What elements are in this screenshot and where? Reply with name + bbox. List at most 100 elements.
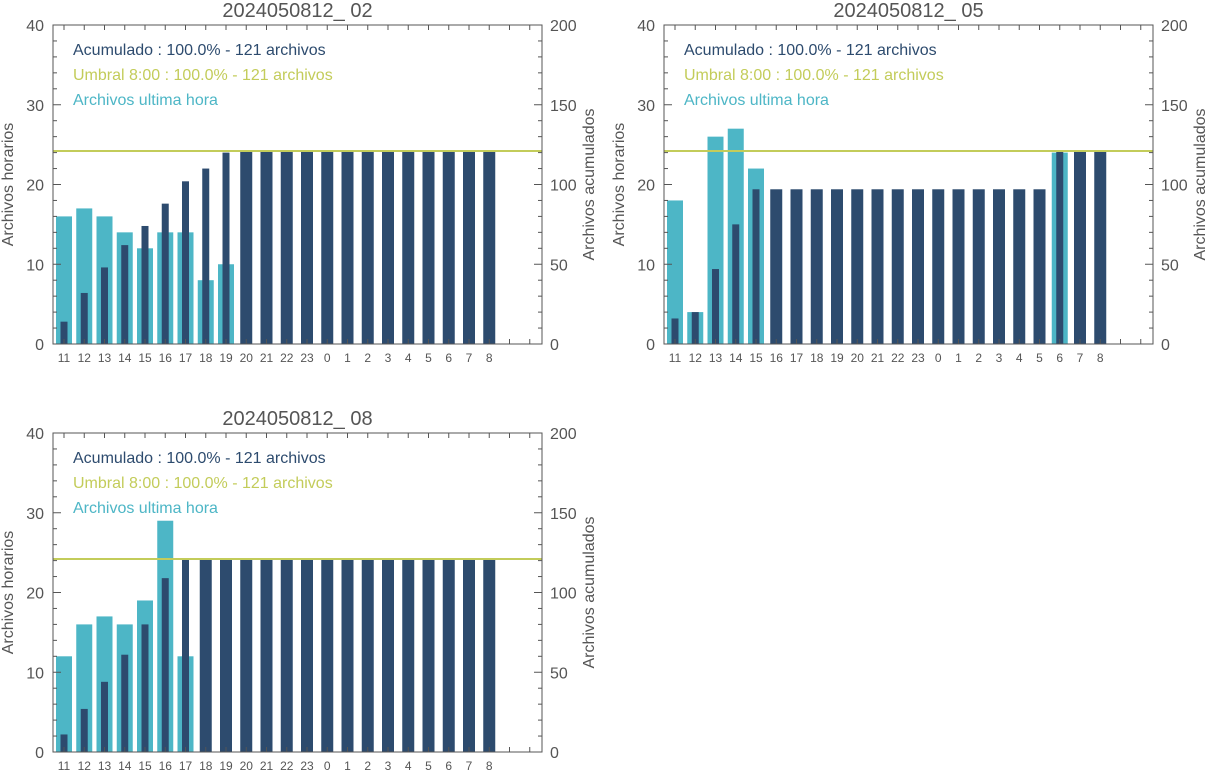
cumulative-bar — [60, 321, 68, 344]
x-tick-label: 13 — [98, 759, 112, 771]
cumulative-bar — [240, 151, 253, 344]
cumulative-bar — [161, 578, 169, 752]
right-y-tick-label: 0 — [550, 745, 559, 762]
cumulative-bar — [202, 168, 210, 344]
x-tick-label: 22 — [280, 351, 294, 365]
hourly-bar — [667, 200, 683, 344]
x-tick-label: 3 — [385, 759, 392, 771]
right-y-tick-label: 200 — [550, 426, 577, 443]
x-tick-label: 4 — [405, 351, 412, 365]
right-y-tick-label: 100 — [1161, 178, 1188, 195]
cumulative-bar — [240, 559, 253, 752]
x-tick-label: 22 — [280, 759, 294, 771]
cumulative-bar — [993, 189, 1005, 344]
x-tick-label: 18 — [199, 759, 213, 771]
left-y-axis-label: Archivos horarios — [0, 123, 17, 247]
right-y-tick-label: 0 — [550, 337, 559, 354]
cumulative-bar — [382, 151, 394, 344]
cumulative-bar — [341, 151, 354, 344]
x-tick-label: 7 — [1077, 351, 1084, 365]
cumulative-bar — [141, 624, 149, 752]
legend-acumulado: Acumulado : 100.0% - 121 archivos — [73, 42, 326, 59]
chart-title: 2024050812_ 02 — [222, 0, 372, 22]
hourly-bar — [707, 136, 724, 344]
x-tick-label: 0 — [324, 759, 331, 771]
x-tick-label: 14 — [118, 351, 132, 365]
cumulative-bar — [280, 151, 293, 344]
x-tick-label: 12 — [78, 351, 92, 365]
chart-title: 2024050812_ 08 — [222, 408, 372, 430]
cumulative-bar — [341, 559, 354, 752]
x-tick-label: 6 — [1056, 351, 1063, 365]
cumulative-bar — [422, 559, 435, 752]
legend-ultima-hora: Archivos ultima hora — [73, 500, 218, 517]
x-tick-label: 11 — [58, 759, 71, 771]
cumulative-bar — [121, 245, 129, 344]
cumulative-bar — [463, 559, 475, 752]
x-tick-label: 5 — [1036, 351, 1043, 365]
cumulative-bar — [483, 559, 496, 752]
left-y-tick-label: 0 — [35, 745, 44, 762]
cumulative-bar — [101, 681, 108, 752]
x-tick-label: 19 — [219, 759, 233, 771]
cumulative-bar — [442, 559, 455, 752]
legend-ultima-hora: Archivos ultima hora — [684, 92, 829, 109]
left-y-axis-label: Archivos horarios — [0, 531, 17, 655]
x-tick-label: 3 — [996, 351, 1003, 365]
cumulative-bar — [871, 189, 884, 344]
cumulative-bar — [182, 181, 189, 344]
left-y-tick-label: 10 — [26, 257, 44, 274]
x-tick-label: 13 — [98, 351, 112, 365]
cumulative-bar — [222, 152, 230, 344]
x-tick-label: 3 — [385, 351, 392, 365]
cumulative-bar — [220, 559, 232, 752]
cumulative-bar — [932, 189, 945, 344]
hourly-bar — [56, 216, 72, 344]
cumulative-bar — [280, 559, 293, 752]
left-y-tick-label: 20 — [26, 178, 44, 195]
x-tick-label: 5 — [425, 351, 432, 365]
x-tick-label: 17 — [790, 351, 804, 365]
x-tick-label: 2 — [364, 351, 371, 365]
x-tick-label: 13 — [709, 351, 723, 365]
hourly-bar — [76, 208, 93, 344]
cumulative-bar — [691, 312, 699, 344]
right-y-tick-label: 50 — [1161, 257, 1179, 274]
cumulative-bar — [301, 151, 313, 344]
cumulative-bar — [851, 189, 864, 344]
cumulative-bar — [712, 269, 719, 344]
cumulative-bar — [831, 189, 843, 344]
x-tick-label: 11 — [669, 351, 682, 365]
x-tick-label: 6 — [445, 759, 452, 771]
x-tick-label: 23 — [911, 351, 925, 365]
cumulative-bar — [361, 559, 374, 752]
left-y-tick-label: 40 — [26, 426, 44, 443]
cumulative-bar — [199, 559, 212, 752]
cumulative-bar — [321, 559, 334, 752]
cumulative-bar — [770, 189, 783, 344]
x-tick-label: 21 — [871, 351, 885, 365]
left-y-tick-label: 40 — [26, 18, 44, 35]
cumulative-bar — [402, 151, 415, 344]
right-y-tick-label: 150 — [550, 98, 577, 115]
right-y-tick-label: 150 — [1161, 98, 1188, 115]
cumulative-bar — [161, 203, 169, 344]
x-tick-label: 6 — [445, 351, 452, 365]
right-y-tick-label: 100 — [550, 178, 577, 195]
cumulative-bar — [402, 559, 415, 752]
left-y-tick-label: 0 — [35, 337, 44, 354]
right-y-tick-label: 50 — [550, 257, 568, 274]
left-y-tick-label: 30 — [26, 98, 44, 115]
cumulative-bar — [463, 151, 475, 344]
legend-umbral: Umbral 8:00 : 100.0% - 121 archivos — [73, 67, 333, 84]
right-y-tick-label: 50 — [550, 665, 568, 682]
left-y-tick-label: 30 — [26, 506, 44, 523]
x-tick-label: 15 — [749, 351, 763, 365]
x-tick-label: 21 — [260, 351, 274, 365]
left-y-tick-label: 20 — [26, 586, 44, 603]
cumulative-bar — [301, 559, 313, 752]
x-tick-label: 23 — [300, 351, 314, 365]
